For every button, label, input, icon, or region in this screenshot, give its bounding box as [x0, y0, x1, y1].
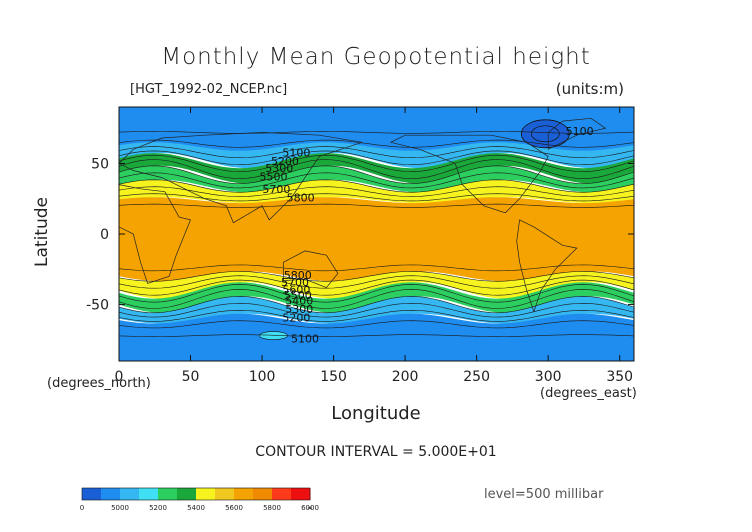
- level-label: level=500 millibar: [484, 487, 604, 502]
- colorbar-label-0: 0: [80, 504, 84, 512]
- x-tick-label-3: 150: [320, 369, 347, 385]
- low-pressure-contour: [530, 125, 560, 143]
- y-tick-label-0: 50: [91, 156, 109, 172]
- colorbar-label-3: 5400: [187, 504, 205, 512]
- colorbar-swatch-10: [272, 488, 292, 500]
- height-band-3: [119, 165, 634, 193]
- x-tick-label-5: 250: [463, 369, 490, 385]
- contour-line-8: [119, 179, 634, 193]
- coastline-2: [283, 250, 339, 289]
- x-tick-label-6: 300: [535, 369, 562, 385]
- contour-label-5: 5800: [287, 192, 315, 205]
- x-tick-label-7: 350: [606, 369, 633, 385]
- y-tick-label-1: 0: [100, 227, 109, 243]
- contour-line-16: [119, 284, 634, 303]
- contour-label-10: 5400: [285, 295, 313, 308]
- colorbar-swatch-2: [120, 488, 140, 500]
- contour-label-0: 5100: [282, 146, 310, 159]
- contour-label-8: 5600: [282, 283, 310, 296]
- contour-line-19: [119, 302, 634, 318]
- contour-line-9: [119, 186, 634, 197]
- colorbar-label-6: 6000: [301, 504, 319, 512]
- contour-line-21: [119, 320, 634, 329]
- contour-line-15: [119, 279, 634, 296]
- x-tick-label-1: 50: [182, 369, 200, 385]
- low-pressure-center: [520, 119, 570, 149]
- colorbar-swatch-5: [177, 488, 197, 500]
- colorbar-swatch-1: [101, 488, 121, 500]
- colorbar-swatch-0: [82, 488, 102, 500]
- height-band-4: [119, 179, 634, 204]
- x-unit-label: (degrees_east): [540, 386, 637, 401]
- y-tick-label-2: -50: [86, 298, 109, 314]
- contour-line-20: [119, 309, 634, 322]
- x-axis-label: Longitude: [331, 403, 421, 424]
- x-tick-label-2: 100: [249, 369, 276, 385]
- contour-label-1: 5200: [271, 155, 299, 168]
- colorbar-swatch-7: [215, 488, 235, 500]
- chart-title: Monthly Mean Geopotential height: [161, 44, 591, 70]
- colorbar-label-2: 5200: [149, 504, 167, 512]
- coastline-5: [547, 117, 607, 150]
- colorbar-swatch-9: [253, 488, 273, 500]
- contour-label-3: 5500: [260, 170, 288, 183]
- contour-label-4: 5700: [262, 183, 290, 196]
- axes: 0 50 100 150 200 250 300 350 50 0 -50: [86, 107, 634, 385]
- plot-area: 5100520053005500570058005800570056005500…: [119, 107, 634, 361]
- contour-label-7: 5700: [281, 276, 309, 289]
- colorbar-frame: [81, 487, 311, 501]
- contour-line-18: [119, 295, 634, 314]
- coastline-0: [119, 132, 363, 224]
- contour-label-6: 5800: [284, 269, 312, 282]
- contour-label-11: 5300: [285, 303, 313, 316]
- colorbar-label-7: ∞: [307, 504, 313, 512]
- contour-interval-label: CONTOUR INTERVAL = 5.000E+01: [255, 444, 497, 460]
- contour-line-22: [119, 334, 634, 337]
- y-unit-label: (degrees_north): [47, 376, 151, 391]
- coastline-4: [516, 219, 578, 313]
- contour-line-2: [119, 146, 634, 159]
- height-band-2: [119, 153, 634, 184]
- x-tick-label-0: 0: [115, 369, 124, 385]
- contour-label-14: 5100: [566, 125, 594, 138]
- contour-line-12: [119, 264, 634, 272]
- colorbar-label-5: 5800: [263, 504, 281, 512]
- colorbar-swatch-6: [196, 488, 216, 500]
- contour-line-7: [119, 172, 634, 189]
- file-label: [HGT_1992-02_NCEP.nc]: [130, 82, 288, 97]
- contour-label-2: 5300: [265, 162, 293, 175]
- contour-line-5: [119, 159, 634, 179]
- colorbar: 0 5000 5200 5400 5600 5800 6000∞: [80, 487, 319, 512]
- contour-label-9: 5500: [284, 289, 312, 302]
- units-label: (units:m): [555, 80, 624, 98]
- height-band-1: [119, 142, 634, 169]
- colorbar-swatch-8: [234, 488, 254, 500]
- colorbar-label-1: 5000: [111, 504, 129, 512]
- contour-line-13: [119, 271, 634, 282]
- contour-label-13: 5100: [291, 333, 319, 346]
- contour-line-6: [119, 165, 634, 184]
- contour-line-17: [119, 289, 634, 309]
- height-band-5: [119, 197, 634, 282]
- height-band-9: [119, 313, 634, 361]
- colorbar-swatch-11: [291, 488, 311, 500]
- contour-line-4: [119, 154, 634, 173]
- colorbar-swatch-3: [139, 488, 159, 500]
- coastline-1: [119, 184, 191, 284]
- height-band-6: [119, 271, 634, 299]
- contour-label-12: 5200: [282, 311, 310, 324]
- coastline-3: [389, 134, 549, 214]
- x-tick-label-4: 200: [392, 369, 419, 385]
- colorbar-label-4: 5600: [225, 504, 243, 512]
- colorbar-swatch-4: [158, 488, 178, 500]
- contour-line-3: [119, 150, 634, 166]
- contour-line-11: [119, 203, 634, 208]
